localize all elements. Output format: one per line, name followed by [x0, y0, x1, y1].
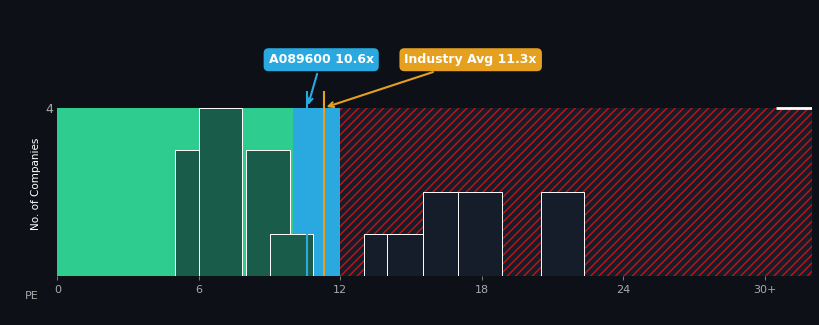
- Bar: [57, 108, 293, 276]
- Bar: [423, 192, 466, 276]
- Text: PE: PE: [25, 291, 38, 301]
- Bar: [364, 234, 407, 276]
- Bar: [269, 234, 313, 276]
- Bar: [387, 234, 431, 276]
- Bar: [340, 108, 811, 276]
- Bar: [540, 192, 584, 276]
- Bar: [458, 192, 501, 276]
- Y-axis label: No. of Companies: No. of Companies: [31, 137, 41, 230]
- Bar: [175, 150, 219, 276]
- Text: A089600 10.6x: A089600 10.6x: [269, 53, 373, 103]
- Bar: [199, 108, 242, 276]
- Bar: [340, 108, 811, 276]
- Bar: [246, 150, 289, 276]
- Text: Industry Avg 11.3x: Industry Avg 11.3x: [328, 53, 536, 107]
- Bar: [293, 108, 340, 276]
